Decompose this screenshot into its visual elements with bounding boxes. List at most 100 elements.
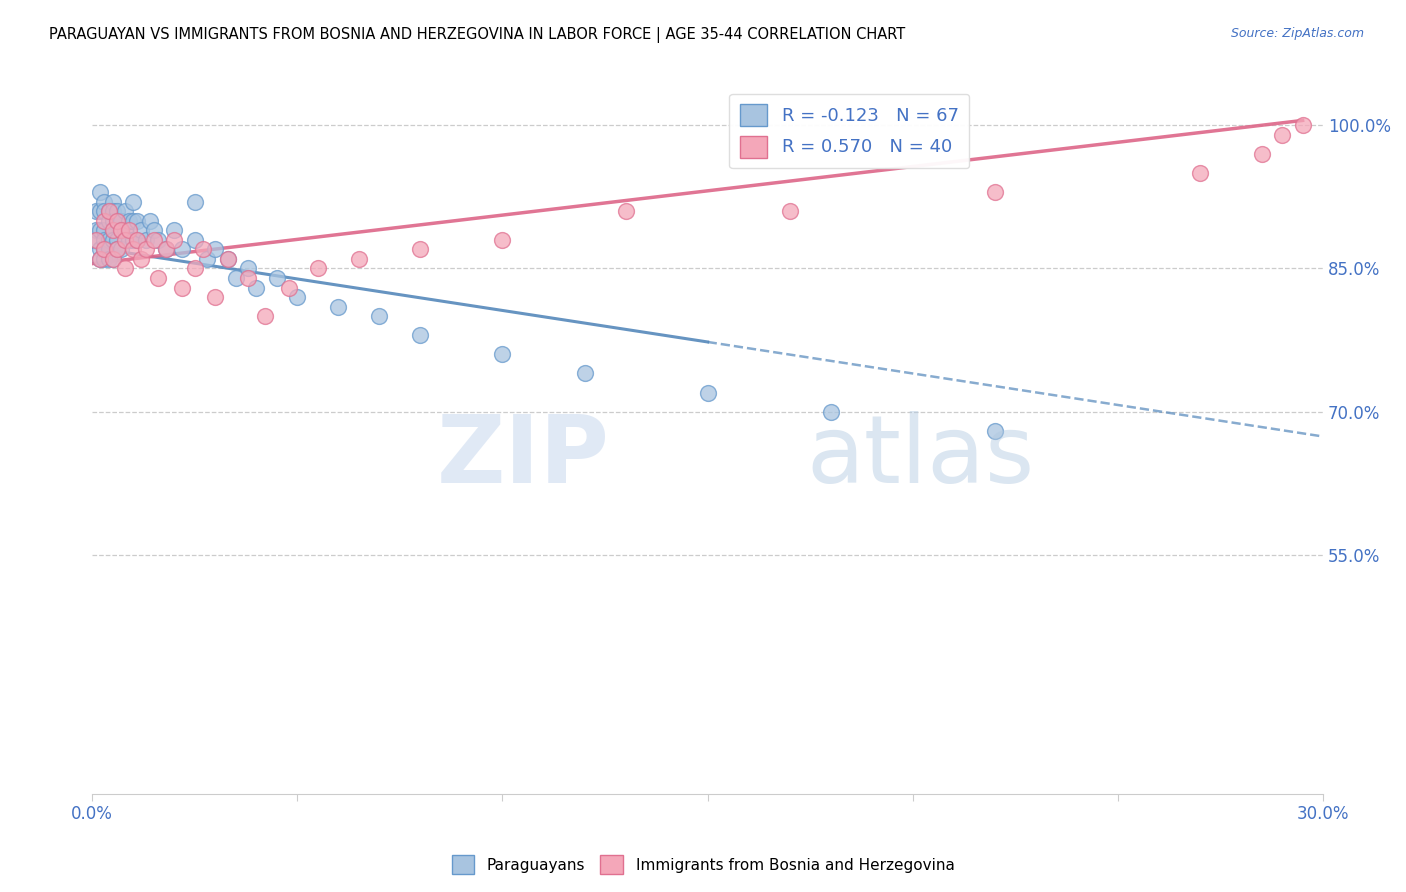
Point xyxy=(97,204,120,219)
Point xyxy=(409,243,432,257)
Point xyxy=(146,271,169,285)
Point xyxy=(127,233,149,247)
Point xyxy=(93,243,115,257)
Point xyxy=(84,223,107,237)
Point xyxy=(122,243,145,257)
Point xyxy=(101,194,124,209)
Legend: R = -0.123   N = 67, R = 0.570   N = 40: R = -0.123 N = 67, R = 0.570 N = 40 xyxy=(730,94,970,169)
Point xyxy=(134,243,156,257)
Point xyxy=(217,252,239,266)
Point xyxy=(172,243,194,257)
Point xyxy=(236,261,259,276)
Point xyxy=(142,223,165,237)
Point xyxy=(127,233,149,247)
Point xyxy=(127,213,149,227)
Point xyxy=(347,252,370,266)
Point xyxy=(204,243,226,257)
Point xyxy=(131,223,153,237)
Point xyxy=(163,223,186,237)
Point xyxy=(1189,166,1212,180)
Point xyxy=(101,252,124,266)
Point xyxy=(266,271,288,285)
Point xyxy=(105,204,128,219)
Point xyxy=(134,233,156,247)
Text: Source: ZipAtlas.com: Source: ZipAtlas.com xyxy=(1230,27,1364,40)
Point xyxy=(101,223,124,237)
Point xyxy=(984,185,1007,199)
Point xyxy=(278,280,301,294)
Point xyxy=(138,213,160,227)
Point xyxy=(97,252,120,266)
Point xyxy=(491,233,513,247)
Point xyxy=(984,424,1007,438)
Point xyxy=(409,328,432,343)
Point xyxy=(93,223,115,237)
Point xyxy=(105,233,128,247)
Point xyxy=(89,243,111,257)
Point xyxy=(84,233,107,247)
Point xyxy=(110,213,132,227)
Point xyxy=(155,243,177,257)
Point xyxy=(97,233,120,247)
Point xyxy=(285,290,308,304)
Point xyxy=(101,213,124,227)
Point xyxy=(122,233,145,247)
Text: PARAGUAYAN VS IMMIGRANTS FROM BOSNIA AND HERZEGOVINA IN LABOR FORCE | AGE 35-44 : PARAGUAYAN VS IMMIGRANTS FROM BOSNIA AND… xyxy=(49,27,905,43)
Point xyxy=(368,309,391,323)
Point xyxy=(163,233,186,247)
Point xyxy=(217,252,239,266)
Point xyxy=(122,194,145,209)
Point xyxy=(110,243,132,257)
Point xyxy=(131,252,153,266)
Point xyxy=(110,223,132,237)
Point xyxy=(195,252,218,266)
Point xyxy=(118,233,141,247)
Point xyxy=(114,204,136,219)
Point xyxy=(114,233,136,247)
Point xyxy=(184,194,207,209)
Point xyxy=(105,213,128,227)
Point xyxy=(97,213,120,227)
Point xyxy=(101,252,124,266)
Point xyxy=(696,385,718,400)
Point xyxy=(155,243,177,257)
Point xyxy=(89,204,111,219)
Point xyxy=(245,280,267,294)
Point xyxy=(93,252,115,266)
Point xyxy=(84,233,107,247)
Point xyxy=(84,204,107,219)
Point xyxy=(184,261,207,276)
Text: atlas: atlas xyxy=(806,411,1035,503)
Point xyxy=(101,204,124,219)
Point xyxy=(89,252,111,266)
Point xyxy=(779,204,801,219)
Point xyxy=(146,233,169,247)
Point xyxy=(93,213,115,227)
Point xyxy=(1291,118,1313,132)
Point xyxy=(142,233,165,247)
Point xyxy=(236,271,259,285)
Point xyxy=(574,367,596,381)
Point xyxy=(118,223,141,237)
Point xyxy=(89,252,111,266)
Point xyxy=(204,290,226,304)
Point xyxy=(89,185,111,199)
Point xyxy=(101,223,124,237)
Point xyxy=(820,405,842,419)
Point xyxy=(93,233,115,247)
Point xyxy=(491,347,513,361)
Point xyxy=(253,309,276,323)
Point xyxy=(97,243,120,257)
Point xyxy=(93,204,115,219)
Point xyxy=(172,280,194,294)
Point xyxy=(191,243,214,257)
Text: ZIP: ZIP xyxy=(436,411,609,503)
Point xyxy=(110,223,132,237)
Point xyxy=(614,204,637,219)
Point xyxy=(122,213,145,227)
Point xyxy=(1250,146,1272,161)
Point xyxy=(105,243,128,257)
Point xyxy=(105,213,128,227)
Point xyxy=(105,243,128,257)
Point xyxy=(97,204,120,219)
